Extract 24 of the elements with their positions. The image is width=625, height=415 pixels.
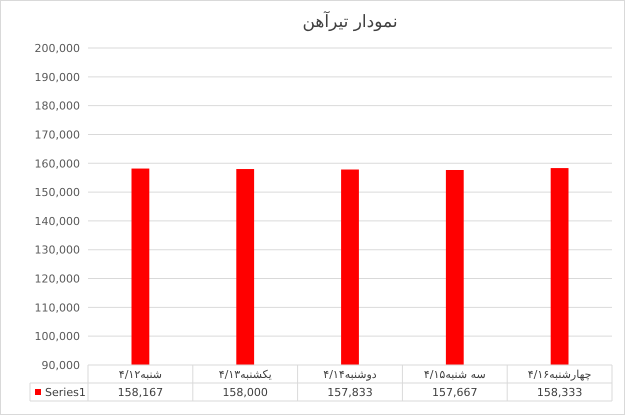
y-tick-label: 110,000 (34, 301, 80, 314)
x-tick-label: سه شنبه۴/۱۵ (424, 368, 486, 381)
y-tick-label: 190,000 (34, 70, 80, 84)
y-tick-label: 180,000 (34, 100, 80, 113)
y-tick-label: 200,000 (34, 42, 80, 55)
y-tick-label: 100,000 (34, 330, 80, 344)
y-tick-label: 120,000 (34, 272, 80, 286)
x-tick-label: شنبه۴/۱۲ (118, 368, 162, 381)
title: نمودار تیرآهن (302, 12, 398, 32)
x-tick-label: یکشنبه۴/۱۳ (218, 368, 272, 381)
data-label: 158,000 (222, 386, 268, 399)
y-tick-label: 160,000 (34, 157, 80, 170)
x-tick-label: چهارشنبه۴/۱۶ (528, 368, 592, 381)
y-tick-label: 90,000 (42, 359, 80, 372)
data-label: 157,667 (432, 386, 478, 399)
y-tick-label: 130,000 (34, 244, 80, 257)
data-label: 157,833 (327, 386, 373, 399)
y-tick-label: 150,000 (34, 186, 80, 200)
y-tick-label: 170,000 (34, 128, 80, 142)
y-tick-label: 140,000 (34, 214, 80, 228)
x-tick-label: دوشنبه۴/۱۴ (323, 368, 377, 381)
legend-label: Series1 (45, 386, 86, 399)
data-label: 158,333 (536, 386, 582, 399)
data-label: 158,167 (118, 386, 164, 399)
